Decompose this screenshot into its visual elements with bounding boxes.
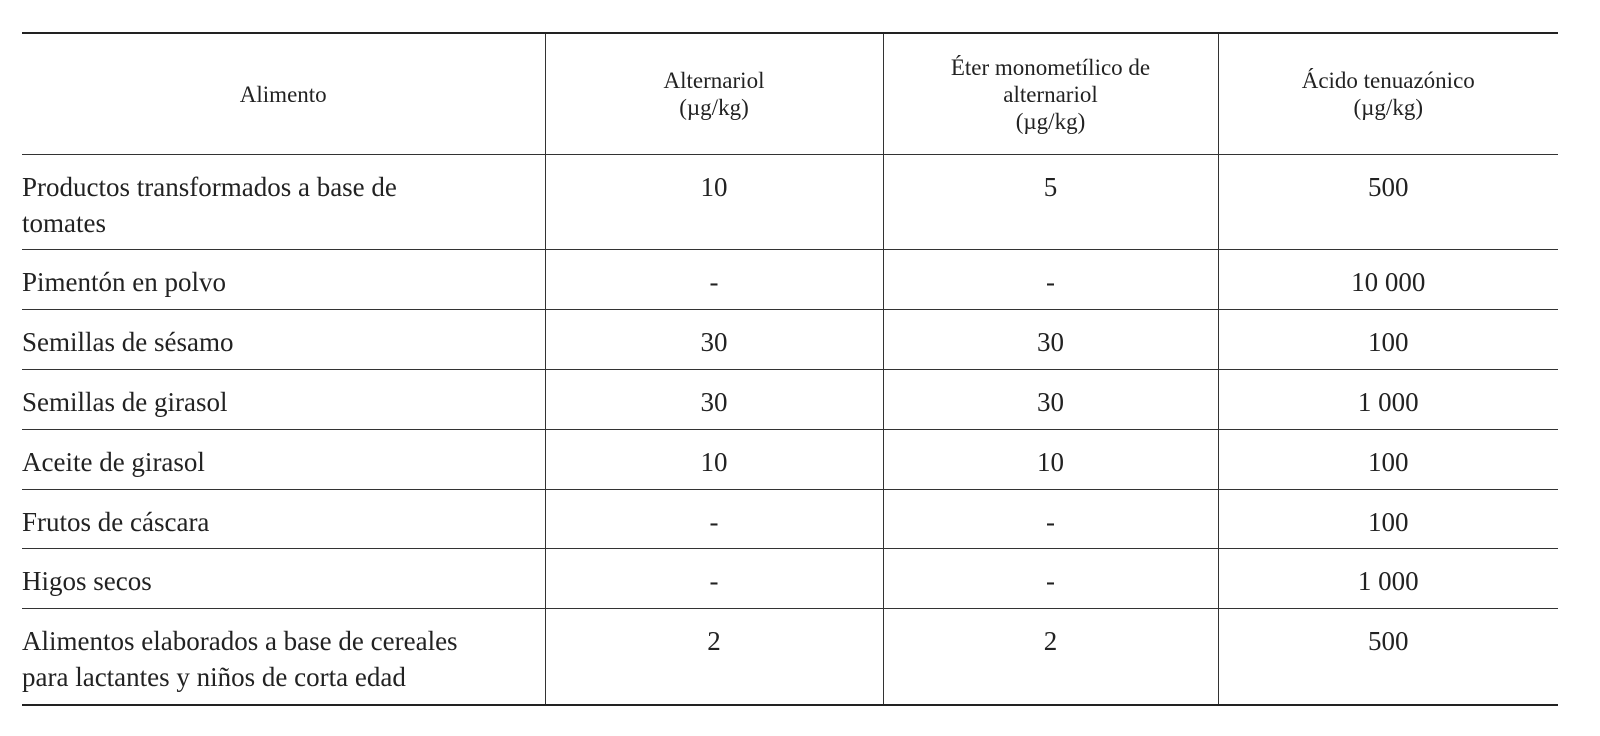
value-text: 1 000 <box>1357 566 1419 596</box>
value-text: - <box>709 507 719 537</box>
food-cell: Semillas de sésamo <box>22 309 545 370</box>
value-cell: 100 <box>1217 309 1558 370</box>
value-text: 10 000 <box>1351 267 1426 297</box>
value-cell: 5 <box>882 154 1218 250</box>
value-text: 30 <box>700 327 728 357</box>
header-text: Alternariol <box>663 68 765 93</box>
value-cell: 1 000 <box>1217 369 1558 430</box>
value-text: 30 <box>700 387 728 417</box>
food-text: Productos transformados a base de <box>22 172 397 202</box>
value-text: 100 <box>1368 327 1409 357</box>
food-cell: Alimentos elaborados a base de cereales p… <box>22 608 545 706</box>
value-cell: - <box>882 489 1218 549</box>
value-text: - <box>1046 507 1055 537</box>
table-row: Pimentón en polvo - - 10 000 <box>22 249 1558 310</box>
food-text: para lactantes y niños de corta edad <box>22 662 406 692</box>
value-cell: 500 <box>1217 154 1558 250</box>
value-cell: 10 <box>544 154 883 250</box>
value-text: 2 <box>1043 626 1058 656</box>
value-text: 10 <box>1037 447 1064 477</box>
value-text: 2 <box>707 626 721 656</box>
food-cell: Pimentón en polvo <box>22 249 545 310</box>
value-cell: 100 <box>1217 489 1558 549</box>
food-text: Frutos de cáscara <box>22 507 210 537</box>
value-text: 10 <box>700 447 728 477</box>
value-cell: - <box>544 489 883 549</box>
value-text: 5 <box>1043 172 1058 202</box>
header-cell: Alimento <box>22 33 545 155</box>
value-text: 30 <box>1037 387 1064 417</box>
value-cell: - <box>882 249 1218 310</box>
value-cell: 100 <box>1217 429 1558 490</box>
value-cell: 30 <box>882 369 1218 430</box>
value-text: - <box>1046 267 1055 297</box>
table-row: Higos secos - - 1 000 <box>22 548 1558 609</box>
food-text: Aceite de girasol <box>22 447 205 477</box>
food-cell: Productos transformados a base de tomates <box>22 154 545 250</box>
food-cell: Higos secos <box>22 548 545 609</box>
header-text: (µg/kg) <box>679 95 749 120</box>
value-cell: - <box>544 548 883 609</box>
food-cell: Frutos de cáscara <box>22 489 545 549</box>
value-cell: 10 <box>544 429 883 490</box>
value-cell: 1 000 <box>1217 548 1558 609</box>
value-text: 100 <box>1368 507 1409 537</box>
value-cell: 10 <box>882 429 1218 490</box>
food-text: Alimentos elaborados a base de cereales <box>22 626 458 656</box>
header-text: (µg/kg) <box>1015 108 1086 134</box>
value-text: 500 <box>1368 626 1409 656</box>
value-text: 30 <box>1037 327 1064 357</box>
food-cell: Aceite de girasol <box>22 429 545 490</box>
value-text: - <box>1046 566 1055 596</box>
value-text: - <box>709 566 719 596</box>
table-body: Productos transformados a base de tomates… <box>22 154 1558 706</box>
table-row: Semillas de girasol 30 30 1 000 <box>22 369 1558 430</box>
value-text: 10 <box>700 172 728 202</box>
header-cell: Éter monometílico de alternariol (µg/kg) <box>882 33 1218 155</box>
header-cell: Alternariol (µg/kg) <box>544 33 883 155</box>
value-cell: 2 <box>544 608 883 706</box>
value-cell: 30 <box>544 309 883 370</box>
value-cell: 30 <box>882 309 1218 370</box>
table-header: Alimento Alternariol (µg/kg) Éter monometíl… <box>22 33 1558 155</box>
food-text: Semillas de sésamo <box>22 327 234 357</box>
value-cell: 10 000 <box>1217 249 1558 310</box>
value-cell: 2 <box>882 608 1218 706</box>
food-cell: Semillas de girasol <box>22 369 545 430</box>
value-text: 100 <box>1368 447 1409 477</box>
value-text: 500 <box>1368 172 1409 202</box>
table-row: Semillas de sésamo 30 30 100 <box>22 309 1558 370</box>
food-text: tomates <box>22 208 106 238</box>
table-row: Alimentos elaborados a base de cereales p… <box>22 608 1558 706</box>
food-text: Pimentón en polvo <box>22 267 226 297</box>
table-row: Productos transformados a base de tomates… <box>22 154 1558 250</box>
table-row: Aceite de girasol 10 10 100 <box>22 429 1558 490</box>
value-cell: - <box>544 249 883 310</box>
header-text: alternariol <box>1003 81 1098 107</box>
value-cell: 500 <box>1217 608 1558 706</box>
header-text: (µg/kg) <box>1353 95 1423 120</box>
value-cell: - <box>882 548 1218 609</box>
food-text: Higos secos <box>22 566 152 596</box>
value-cell: 30 <box>544 369 883 430</box>
food-text: Semillas de girasol <box>22 387 228 417</box>
header-row: Alimento Alternariol (µg/kg) Éter monometíl… <box>22 33 1558 155</box>
header-text: Ácido tenuazónico <box>1301 68 1475 93</box>
header-text: Éter monometílico de <box>950 54 1151 80</box>
table-row: Frutos de cáscara - - 100 <box>22 489 1558 549</box>
value-text: - <box>709 267 719 297</box>
limits-table: Alimento Alternariol (µg/kg) Éter monometíl… <box>22 32 1558 706</box>
value-text: 1 000 <box>1357 387 1419 417</box>
header-text: Alimento <box>239 81 327 107</box>
header-cell: Ácido tenuazónico (µg/kg) <box>1217 33 1558 155</box>
